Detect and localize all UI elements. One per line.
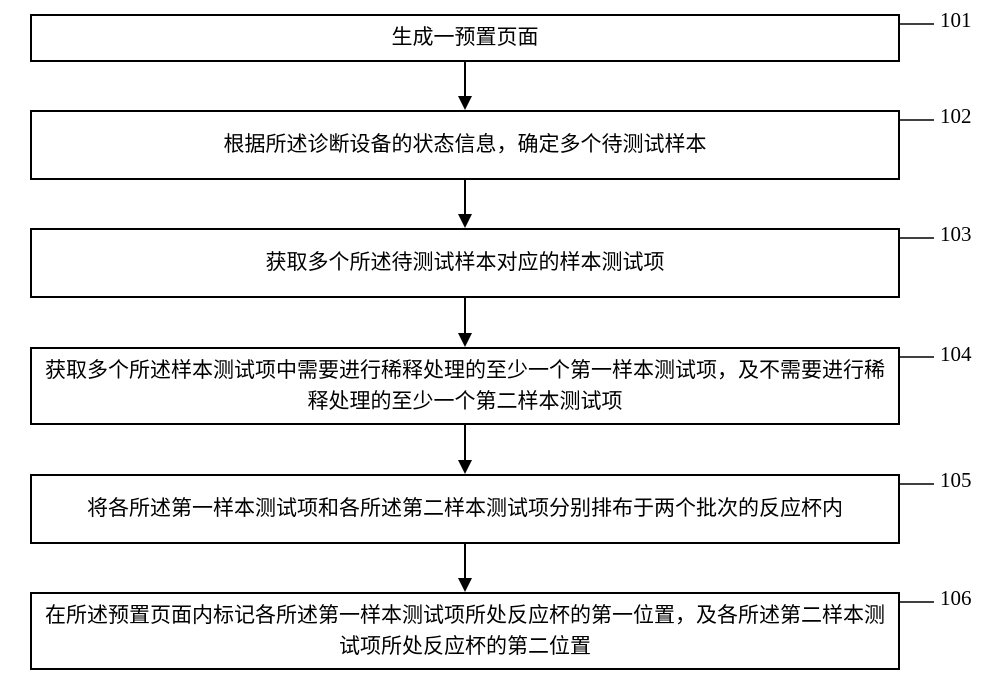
flowchart-container: 生成一预置页面101根据所述诊断设备的状态信息，确定多个待测试样本102获取多个… bbox=[0, 0, 1000, 682]
leader-line bbox=[0, 0, 1000, 682]
